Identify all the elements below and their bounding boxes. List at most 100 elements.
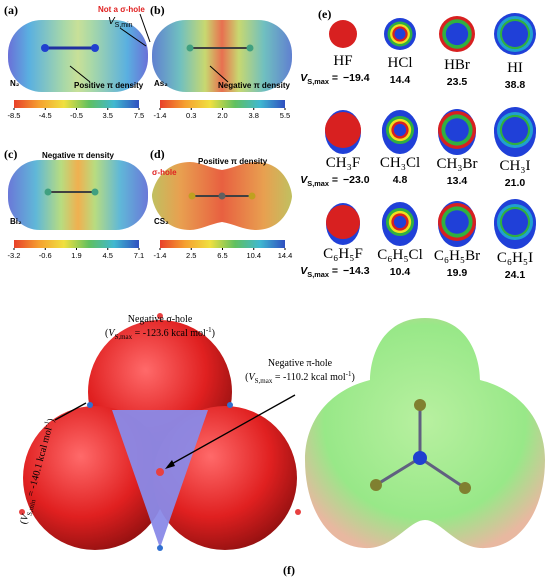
- surface-ring: [326, 205, 360, 239]
- text-part: S,max: [307, 77, 330, 86]
- label: 1.9: [71, 251, 81, 260]
- surface-ring: [329, 20, 357, 48]
- label: 7.5: [134, 111, 144, 120]
- surface-ring: [445, 210, 469, 234]
- atom: [370, 479, 382, 491]
- surface-ring: [501, 20, 529, 48]
- text-part: -1: [42, 420, 51, 428]
- point: [87, 402, 93, 408]
- text-part: S,min: [115, 22, 133, 29]
- label: Negative π density: [42, 151, 114, 160]
- text-part: -1: [206, 326, 212, 334]
- text-part: S,max: [307, 270, 330, 279]
- atom: [218, 192, 226, 200]
- label: 24.1: [505, 269, 526, 281]
- label: 2.0: [217, 111, 227, 120]
- label: C₆H₅Cl: [377, 247, 422, 263]
- text-part: V: [108, 16, 116, 27]
- label: 19.9: [447, 267, 468, 279]
- text-part: = -123.6 kcal mol: [132, 328, 206, 339]
- text-part: -1: [346, 370, 352, 378]
- label: -4.5: [39, 111, 52, 120]
- label: 21.0: [505, 177, 526, 189]
- label: C₆H₅Br: [434, 248, 480, 264]
- label: Negative σ-hole: [128, 314, 193, 325]
- pointer: [209, 65, 229, 83]
- text-part: (: [18, 519, 30, 526]
- surface-ring: [393, 123, 407, 137]
- atom: [188, 192, 196, 200]
- text-part: S,max: [307, 179, 330, 188]
- point: [157, 545, 163, 551]
- label: 2.5: [186, 251, 196, 260]
- label: CH₃Br: [436, 156, 477, 172]
- label: −14.3: [343, 265, 370, 277]
- atom: [413, 451, 427, 465]
- atom: [44, 188, 52, 196]
- label: (a): [4, 3, 18, 17]
- point: [157, 313, 163, 319]
- label: CH₃F: [326, 155, 360, 171]
- rich-label: (VS,max = -123.6 kcal mol-1): [105, 326, 215, 341]
- text-part: ): [45, 417, 56, 423]
- text-part: (: [105, 328, 109, 339]
- atom: [414, 399, 426, 411]
- label: 13.4: [447, 175, 468, 187]
- label: Bi₂: [10, 217, 22, 226]
- atom: [156, 468, 164, 476]
- atom: [91, 188, 99, 196]
- label: Negative π-hole: [268, 358, 333, 369]
- arrow-head: [165, 460, 175, 469]
- text-part: =: [329, 174, 338, 186]
- text-part: V: [19, 512, 32, 523]
- surface-ring: [445, 118, 469, 142]
- surface: [152, 20, 292, 92]
- label: Positive π density: [74, 81, 144, 90]
- label: (c): [4, 147, 17, 161]
- surface-ring: [393, 215, 407, 229]
- surface: [8, 160, 148, 230]
- atom: [459, 482, 471, 494]
- text-part: S,max: [255, 377, 273, 385]
- label: 6.5: [217, 251, 227, 260]
- label: 4.5: [103, 251, 113, 260]
- label: HI: [507, 60, 523, 76]
- label: 14.4: [390, 74, 411, 86]
- label: -0.6: [39, 251, 52, 260]
- surface-ring: [501, 208, 529, 236]
- label: (f): [283, 563, 295, 577]
- label: 3.8: [249, 111, 259, 120]
- label: 23.5: [447, 76, 468, 88]
- point: [295, 509, 301, 515]
- label: 14.4: [278, 251, 293, 260]
- point: [227, 402, 233, 408]
- label: CH₃Cl: [380, 155, 420, 171]
- text-part: V: [300, 265, 308, 277]
- label: Negative π density: [218, 81, 290, 90]
- point: [19, 509, 25, 515]
- label: CH₃I: [499, 158, 530, 174]
- pointer: [119, 27, 147, 47]
- label: -1.4: [154, 251, 167, 260]
- label: 10.4: [246, 251, 261, 260]
- pointer: [69, 65, 91, 83]
- colorbar: [160, 100, 285, 108]
- label: (d): [150, 147, 165, 161]
- label: -0.5: [70, 111, 83, 120]
- text-part: ): [351, 372, 354, 383]
- label: −23.0: [343, 174, 370, 186]
- text-part: S,max: [114, 333, 132, 341]
- label: C₆H₅F: [323, 246, 363, 262]
- pi-hole-face: [112, 410, 208, 548]
- label: −19.4: [343, 72, 370, 84]
- atom: [186, 44, 194, 52]
- label: Positive π density: [198, 157, 268, 166]
- label: 38.8: [505, 79, 526, 91]
- pointer: [139, 13, 151, 43]
- arrow: [167, 394, 296, 467]
- surface-ring: [445, 22, 469, 46]
- text-part: =: [329, 72, 338, 84]
- atom: [91, 44, 99, 52]
- rich-label: VS,max =: [300, 72, 338, 86]
- label: Not a σ-hole: [98, 5, 145, 14]
